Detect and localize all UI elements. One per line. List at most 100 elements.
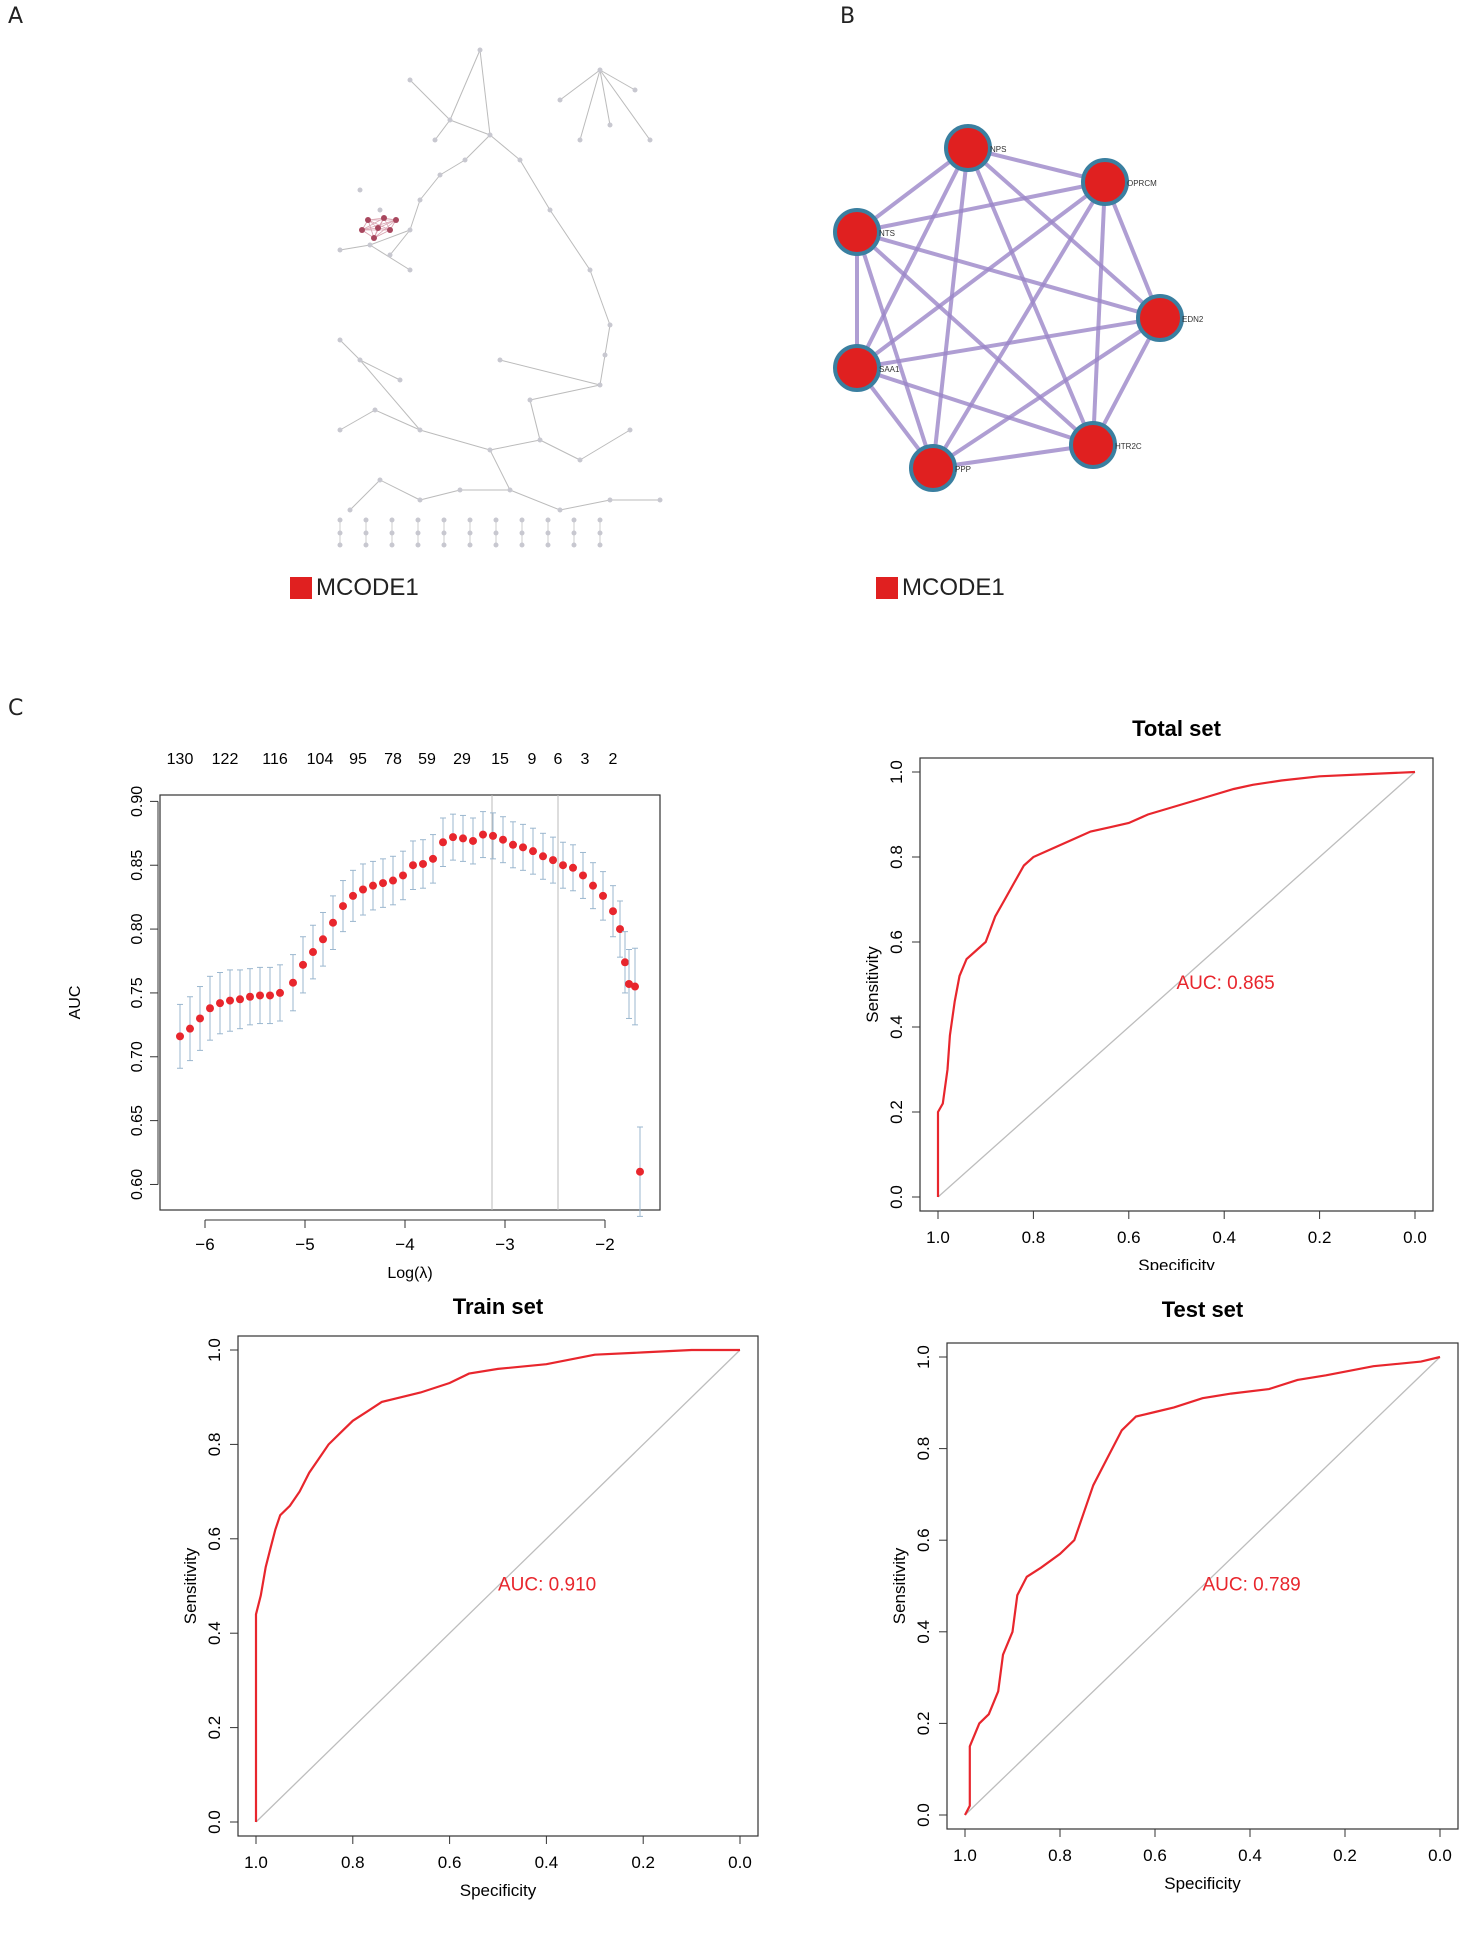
x-tick-label: 0.2: [1308, 1228, 1332, 1247]
auc-point: [625, 979, 633, 988]
auc-point: [196, 1014, 204, 1023]
network-edge: [379, 479, 421, 501]
x-tick-label: 0.0: [728, 1853, 752, 1872]
auc-point: [636, 1167, 644, 1176]
auc-point: [419, 859, 427, 868]
cluster-edge: [856, 366, 1094, 447]
network-node: [507, 487, 513, 493]
network-edge: [529, 384, 601, 401]
network-edge: [604, 324, 611, 356]
auc-label: AUC: 0.910: [498, 1575, 596, 1596]
auc-point: [299, 960, 307, 969]
network-node: [407, 77, 413, 83]
auc-point: [339, 902, 347, 911]
network-node: [577, 137, 583, 143]
auc-point: [449, 833, 457, 842]
network-edge: [339, 409, 376, 431]
auc-point: [309, 948, 317, 957]
y-tick-label: 0.2: [887, 1100, 906, 1124]
y-tick-label: 0.2: [914, 1712, 933, 1736]
top-count-label: 15: [491, 751, 509, 768]
x-tick-label: 0.4: [1212, 1228, 1236, 1247]
network-node: [467, 517, 473, 523]
network-node: [545, 517, 551, 523]
network-node: [577, 457, 583, 463]
network-edge: [434, 119, 451, 141]
network-node: [467, 542, 473, 548]
network-node: [347, 507, 353, 513]
network-edge: [559, 69, 601, 101]
network-edge: [529, 399, 541, 441]
network-node: [597, 542, 603, 548]
y-tick-label: 1.0: [887, 760, 906, 784]
network-edge: [599, 69, 611, 126]
plot-frame: [919, 757, 1434, 1212]
network-edge: [374, 409, 421, 431]
network-edge: [339, 339, 361, 361]
network-node: [367, 242, 373, 248]
x-tick-label: −4: [395, 1235, 414, 1254]
auc-point: [399, 871, 407, 880]
cluster-node: [381, 215, 387, 221]
auc-point: [559, 861, 567, 870]
auc-point: [439, 838, 447, 847]
auc-point: [349, 891, 357, 900]
x-axis-label: Specificity: [1138, 1256, 1215, 1270]
network-node: [389, 517, 395, 523]
x-tick-label: 0.2: [631, 1853, 655, 1872]
auc-point: [289, 978, 297, 987]
cluster-edge: [966, 146, 1162, 320]
x-tick-label: 0.6: [438, 1853, 462, 1872]
network-edge: [489, 134, 521, 161]
network-edge: [579, 69, 601, 141]
auc-point: [469, 836, 477, 845]
auc-label: AUC: 0.865: [1177, 973, 1275, 994]
network-overview: [337, 47, 663, 548]
network-edge: [439, 159, 466, 176]
network-edge: [419, 429, 491, 451]
auc-point: [216, 999, 224, 1008]
gene-node-label: EDN2: [1182, 315, 1204, 324]
chart-title: Test set: [1162, 1297, 1244, 1322]
network-edge: [389, 229, 411, 256]
y-tick-label: 0.8: [887, 845, 906, 869]
network-node: [632, 87, 638, 93]
cluster-node: [387, 227, 393, 233]
legend-swatch: [876, 577, 898, 599]
network-node: [487, 132, 493, 138]
y-tick-label: 0.65: [129, 1105, 146, 1136]
cluster-edge: [855, 230, 1095, 447]
network-node: [389, 542, 395, 548]
network-node: [519, 542, 525, 548]
roc-curve: [254, 1348, 740, 1822]
network-node: [432, 137, 438, 143]
network-node: [557, 97, 563, 103]
x-tick-label: −3: [495, 1235, 514, 1254]
cluster-edge: [931, 180, 1107, 470]
network-node: [497, 357, 503, 363]
network-node: [337, 542, 343, 548]
x-tick-label: −2: [595, 1235, 614, 1254]
auc-point: [519, 843, 527, 852]
network-node: [441, 517, 447, 523]
x-tick-label: 0.4: [535, 1853, 559, 1872]
y-tick-label: 0.80: [129, 913, 146, 944]
cluster-edge: [932, 443, 1094, 470]
top-count-label: 78: [384, 751, 402, 768]
auc-point: [186, 1024, 194, 1033]
network-node: [447, 117, 453, 123]
network-node: [441, 542, 447, 548]
network-node: [415, 530, 421, 536]
gene-node: [833, 344, 881, 392]
network-node: [487, 447, 493, 453]
cluster-edge: [361, 217, 385, 231]
auc-point: [379, 879, 387, 888]
plot-frame: [159, 794, 661, 1211]
y-tick-label: 0.85: [129, 850, 146, 881]
x-tick-label: 1.0: [926, 1228, 950, 1247]
network-edge: [559, 499, 611, 511]
y-tick-label: 0.4: [887, 1015, 906, 1039]
network-node: [363, 542, 369, 548]
network-node: [337, 427, 343, 433]
network-node: [557, 507, 563, 513]
